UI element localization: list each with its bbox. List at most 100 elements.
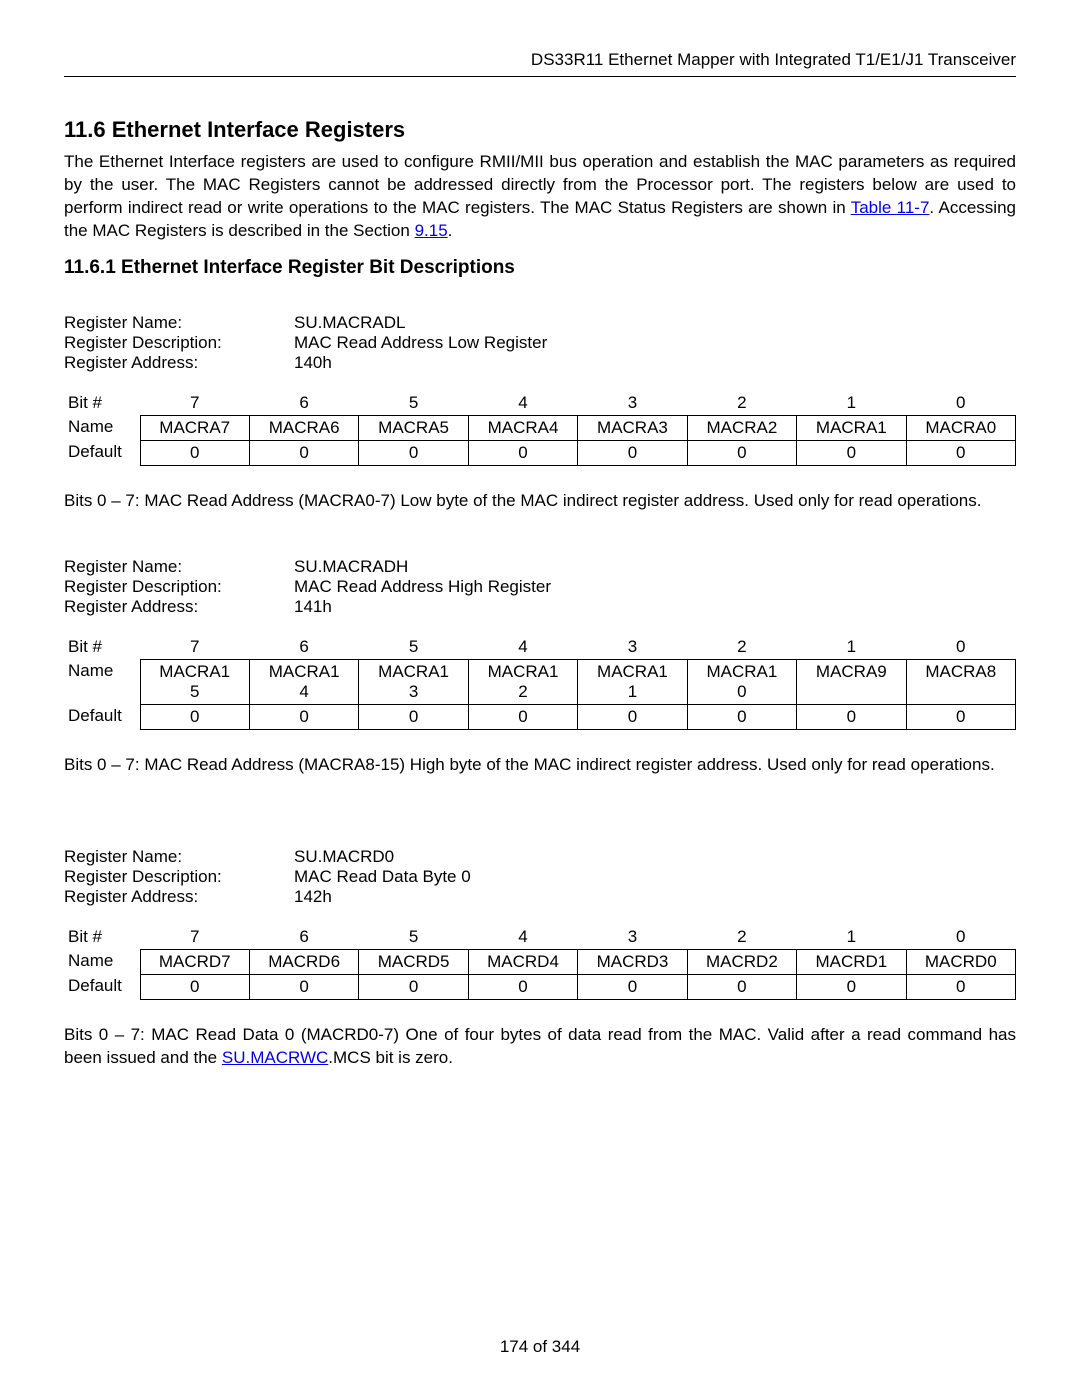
bit-num: 3 bbox=[578, 635, 687, 660]
label-register-desc: Register Description: bbox=[64, 333, 294, 353]
bit-name: MACRA0 bbox=[906, 415, 1015, 440]
name-row: Name MACRD7 MACRD6 MACRD5 MACRD4 MACRD3 … bbox=[64, 949, 1016, 974]
bit-default: 0 bbox=[140, 974, 249, 999]
table-link[interactable]: Table 11-7 bbox=[851, 198, 930, 217]
bit-num: 2 bbox=[687, 391, 796, 416]
register-name: SU.MACRADH bbox=[294, 557, 408, 577]
default-row: Default 0 0 0 0 0 0 0 0 bbox=[64, 974, 1016, 999]
register-note: Bits 0 – 7: MAC Read Address (MACRA0-7) … bbox=[64, 490, 1016, 513]
bit-num: 0 bbox=[906, 925, 1015, 950]
default-row: Default 0 0 0 0 0 0 0 0 bbox=[64, 440, 1016, 465]
bit-num: 7 bbox=[140, 391, 249, 416]
register-addr: 142h bbox=[294, 887, 332, 907]
register-link[interactable]: SU.MACRWC bbox=[222, 1048, 328, 1067]
bit-num: 4 bbox=[468, 635, 577, 660]
bit-name: MACRA9 bbox=[797, 659, 906, 704]
bit-default: 0 bbox=[468, 974, 577, 999]
section-link[interactable]: 9.15 bbox=[415, 221, 448, 240]
label-register-desc: Register Description: bbox=[64, 577, 294, 597]
bit-default: 0 bbox=[578, 440, 687, 465]
bit-table-3: Bit # 7 6 5 4 3 2 1 0 Name MACRD7 MACRD6… bbox=[64, 925, 1016, 1000]
bit-default: 0 bbox=[906, 440, 1015, 465]
bit-name: MACRA6 bbox=[249, 415, 358, 440]
name-row: Name MACRA7 MACRA6 MACRA5 MACRA4 MACRA3 … bbox=[64, 415, 1016, 440]
register-meta: Register Name:SU.MACRADH Register Descri… bbox=[64, 557, 1016, 617]
bit-name: MACRD0 bbox=[906, 949, 1015, 974]
bit-default: 0 bbox=[687, 440, 796, 465]
bit-default: 0 bbox=[906, 974, 1015, 999]
bit-name: MACRA10 bbox=[687, 659, 796, 704]
register-meta: Register Name:SU.MACRADL Register Descri… bbox=[64, 313, 1016, 373]
row-label-name: Name bbox=[64, 949, 140, 974]
bit-num: 5 bbox=[359, 391, 468, 416]
bit-name: MACRA12 bbox=[468, 659, 577, 704]
register-addr: 140h bbox=[294, 353, 332, 373]
bit-num: 5 bbox=[359, 635, 468, 660]
bit-num: 1 bbox=[797, 391, 906, 416]
register-name: SU.MACRADL bbox=[294, 313, 405, 333]
bit-default: 0 bbox=[468, 704, 577, 729]
bit-num: 2 bbox=[687, 635, 796, 660]
row-label-bit: Bit # bbox=[64, 635, 140, 660]
bit-name: MACRD6 bbox=[249, 949, 358, 974]
register-note: Bits 0 – 7: MAC Read Data 0 (MACRD0-7) O… bbox=[64, 1024, 1016, 1070]
bit-table-1: Bit # 7 6 5 4 3 2 1 0 Name MACRA7 MACRA6… bbox=[64, 391, 1016, 466]
bit-num: 7 bbox=[140, 925, 249, 950]
page: DS33R11 Ethernet Mapper with Integrated … bbox=[0, 0, 1080, 1397]
label-register-addr: Register Address: bbox=[64, 597, 294, 617]
page-number: 174 of 344 bbox=[0, 1337, 1080, 1357]
bit-table-2: Bit # 7 6 5 4 3 2 1 0 Name MACRA15 MACRA… bbox=[64, 635, 1016, 730]
label-register-name: Register Name: bbox=[64, 847, 294, 867]
bit-name: MACRA5 bbox=[359, 415, 468, 440]
bit-name: MACRD7 bbox=[140, 949, 249, 974]
register-desc: MAC Read Address Low Register bbox=[294, 333, 547, 353]
bit-num: 4 bbox=[468, 391, 577, 416]
bit-name: MACRD5 bbox=[359, 949, 468, 974]
bit-default: 0 bbox=[687, 704, 796, 729]
bit-name: MACRA4 bbox=[468, 415, 577, 440]
bit-default: 0 bbox=[906, 704, 1015, 729]
bit-row: Bit # 7 6 5 4 3 2 1 0 bbox=[64, 635, 1016, 660]
bit-name: MACRD4 bbox=[468, 949, 577, 974]
bit-default: 0 bbox=[249, 440, 358, 465]
register-desc: MAC Read Address High Register bbox=[294, 577, 551, 597]
note-pre: Bits 0 – 7: MAC Read Data 0 (MACRD0-7) O… bbox=[64, 1025, 1016, 1067]
document-header: DS33R11 Ethernet Mapper with Integrated … bbox=[64, 50, 1016, 77]
bit-default: 0 bbox=[359, 440, 468, 465]
bit-default: 0 bbox=[687, 974, 796, 999]
bit-default: 0 bbox=[578, 974, 687, 999]
row-label-name: Name bbox=[64, 659, 140, 704]
bit-name: MACRA2 bbox=[687, 415, 796, 440]
bit-default: 0 bbox=[797, 974, 906, 999]
bit-num: 3 bbox=[578, 391, 687, 416]
row-label-default: Default bbox=[64, 704, 140, 729]
row-label-bit: Bit # bbox=[64, 925, 140, 950]
bit-name: MACRA1 bbox=[797, 415, 906, 440]
bit-default: 0 bbox=[797, 440, 906, 465]
bit-num: 5 bbox=[359, 925, 468, 950]
register-name: SU.MACRD0 bbox=[294, 847, 394, 867]
bit-num: 1 bbox=[797, 925, 906, 950]
bit-num: 0 bbox=[906, 635, 1015, 660]
bit-name: MACRD3 bbox=[578, 949, 687, 974]
bit-row: Bit # 7 6 5 4 3 2 1 0 bbox=[64, 391, 1016, 416]
bit-default: 0 bbox=[140, 440, 249, 465]
row-label-bit: Bit # bbox=[64, 391, 140, 416]
bit-num: 0 bbox=[906, 391, 1015, 416]
bit-default: 0 bbox=[359, 974, 468, 999]
register-desc: MAC Read Data Byte 0 bbox=[294, 867, 471, 887]
bit-num: 4 bbox=[468, 925, 577, 950]
row-label-name: Name bbox=[64, 415, 140, 440]
bit-name: MACRA14 bbox=[249, 659, 358, 704]
bit-num: 6 bbox=[249, 635, 358, 660]
label-register-name: Register Name: bbox=[64, 313, 294, 333]
bit-row: Bit # 7 6 5 4 3 2 1 0 bbox=[64, 925, 1016, 950]
bit-name: MACRA13 bbox=[359, 659, 468, 704]
bit-default: 0 bbox=[249, 704, 358, 729]
label-register-addr: Register Address: bbox=[64, 887, 294, 907]
register-meta: Register Name:SU.MACRD0 Register Descrip… bbox=[64, 847, 1016, 907]
name-row: Name MACRA15 MACRA14 MACRA13 MACRA12 MAC… bbox=[64, 659, 1016, 704]
note-post: .MCS bit is zero. bbox=[328, 1048, 453, 1067]
label-register-desc: Register Description: bbox=[64, 867, 294, 887]
section-title: 11.6 Ethernet Interface Registers bbox=[64, 117, 1016, 143]
